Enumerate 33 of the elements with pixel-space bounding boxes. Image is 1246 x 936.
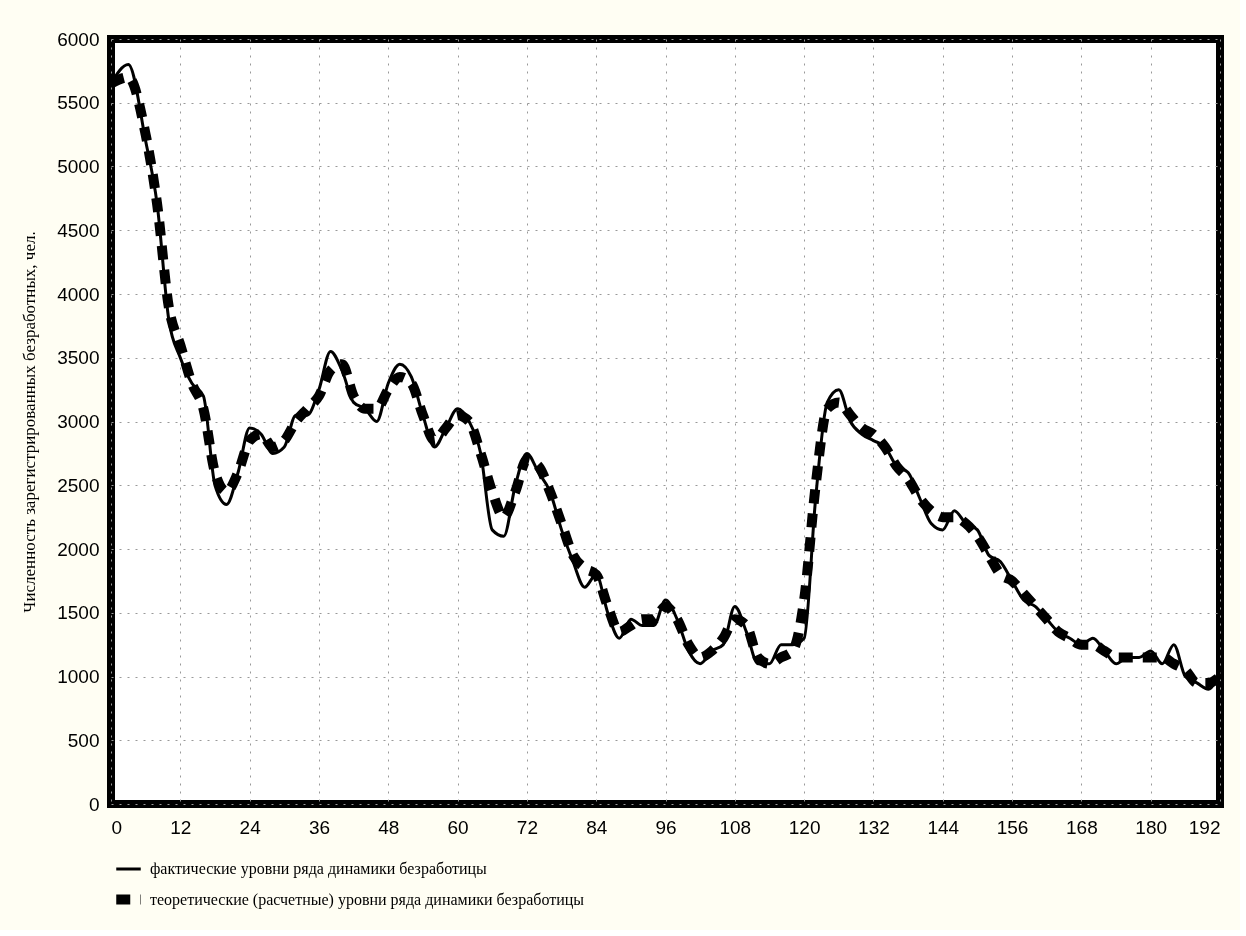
- x-tick-label: 72: [516, 816, 538, 838]
- y-tick-label: 6000: [57, 28, 100, 50]
- x-tick-label: 48: [378, 816, 400, 838]
- x-tick-label: 0: [111, 816, 123, 838]
- y-tick-label: 3000: [57, 411, 100, 432]
- x-tick-label: 12: [170, 816, 192, 838]
- y-tick-label: 1500: [57, 602, 100, 624]
- x-tick-label: 168: [1066, 816, 1098, 838]
- y-tick-label: 3500: [57, 347, 100, 369]
- x-tick-label: 60: [447, 816, 469, 838]
- y-tick-label: 1000: [57, 666, 100, 687]
- x-tick-label: 120: [788, 816, 821, 838]
- x-tick-label: 144: [927, 816, 960, 838]
- x-tick-label: 180: [1135, 816, 1168, 838]
- x-tick-label: 96: [655, 816, 677, 838]
- legend-label: теоретические (расчетные) уровни ряда динамики безработицы: [150, 890, 585, 909]
- legend-label: фактические уровни ряда динамики безработицы: [150, 860, 488, 878]
- x-tick-label: 84: [586, 816, 608, 838]
- y-tick-label: 5500: [57, 92, 100, 114]
- y-tick-label: 5000: [57, 156, 100, 177]
- y-tick-label: 4000: [57, 283, 100, 305]
- x-tick-label: 108: [719, 816, 752, 838]
- y-tick-label: 2000: [57, 538, 100, 560]
- x-tick-label: 132: [858, 816, 890, 838]
- x-tick-label: 156: [996, 816, 1029, 838]
- y-tick-label: 2500: [57, 474, 100, 496]
- y-tick-label: 500: [67, 729, 100, 751]
- y-tick-label: 0: [88, 793, 100, 815]
- x-tick-label: 24: [239, 816, 262, 838]
- y-axis-title: Численность зарегистрированных безработных, чел.: [20, 231, 40, 613]
- x-tick-label: 36: [308, 816, 331, 838]
- y-tick-label: 4500: [57, 219, 100, 241]
- x-tick-label: 192: [1188, 816, 1221, 838]
